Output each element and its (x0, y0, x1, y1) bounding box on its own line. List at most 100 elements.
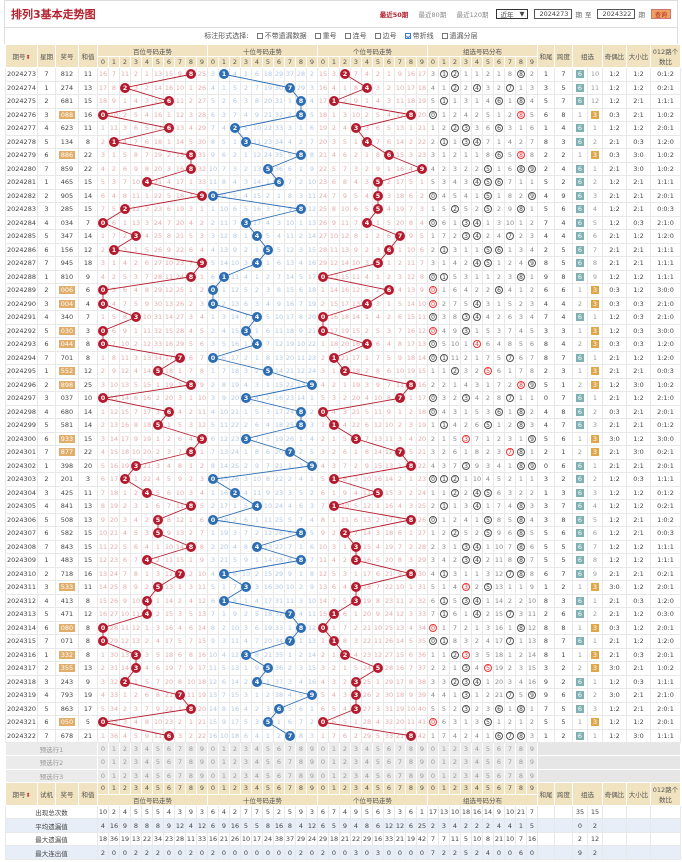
preselect-digit[interactable]: 9 (306, 768, 318, 783)
preselect-digit[interactable]: 3 (460, 741, 472, 757)
checkbox[interactable] (404, 33, 411, 39)
preselect-digit[interactable]: 9 (526, 755, 538, 770)
preselect-digit[interactable]: 5 (262, 755, 274, 770)
preselect-digit[interactable]: 5 (262, 741, 274, 757)
preselect-digit[interactable]: 6 (273, 741, 285, 757)
preselect-digit[interactable]: 5 (152, 768, 164, 783)
preselect-digit[interactable]: 9 (306, 741, 318, 757)
preselect-digit[interactable]: 8 (515, 741, 527, 757)
preselect-digit[interactable]: 3 (130, 741, 142, 757)
preselect-digit[interactable]: 2 (229, 741, 241, 757)
period-header[interactable]: 期号⬍ (5, 44, 38, 68)
preselect-digit[interactable]: 1 (438, 768, 450, 783)
preselect-digit[interactable]: 5 (482, 741, 494, 757)
preselect-digit[interactable]: 1 (328, 755, 340, 770)
preselect-digit[interactable]: 7 (174, 755, 186, 770)
preselect-digit[interactable]: 9 (416, 755, 428, 770)
preselect-digit[interactable]: 0 (207, 768, 219, 783)
preselect-digit[interactable]: 7 (394, 755, 406, 770)
preselect-digit[interactable]: 3 (130, 755, 142, 770)
preselect-digit[interactable]: 5 (152, 741, 164, 757)
preselect-digit[interactable]: 7 (504, 755, 516, 770)
preselect-digit[interactable]: 8 (185, 741, 197, 757)
preselect-digit[interactable]: 2 (229, 755, 241, 770)
preselect-digit[interactable]: 6 (163, 741, 175, 757)
preselect-digit[interactable]: 8 (405, 755, 417, 770)
preselect-digit[interactable]: 7 (174, 741, 186, 757)
preselect-digit[interactable]: 6 (383, 741, 395, 757)
preselect-digit[interactable]: 7 (284, 755, 296, 770)
preselect-digit[interactable]: 5 (262, 768, 274, 783)
preselect-digit[interactable]: 0 (317, 768, 329, 783)
preselect-digit[interactable]: 6 (273, 768, 285, 783)
preselect-digit[interactable]: 6 (383, 755, 395, 770)
preselect-digit[interactable]: 0 (97, 741, 109, 757)
from-period-input[interactable]: 2024273 (534, 9, 573, 19)
preselect-digit[interactable]: 7 (504, 741, 516, 757)
preselect-digit[interactable]: 3 (460, 768, 472, 783)
preselect-digit[interactable]: 6 (493, 768, 505, 783)
period-footer-header[interactable]: 期号⬍ (5, 781, 38, 806)
preselect-digit[interactable]: 2 (449, 741, 461, 757)
option-5[interactable]: 遗漏分层 (441, 31, 478, 41)
checkbox[interactable] (344, 33, 351, 39)
preselect-digit[interactable]: 4 (141, 741, 153, 757)
preselect-digit[interactable]: 0 (317, 755, 329, 770)
preselect-digit[interactable]: 4 (361, 755, 373, 770)
preselect-digit[interactable]: 1 (218, 768, 230, 783)
option-2[interactable]: 连号 (344, 31, 367, 41)
preselect-digit[interactable]: 2 (119, 741, 131, 757)
preselect-digit[interactable]: 2 (119, 768, 131, 783)
preselect-digit[interactable]: 0 (207, 755, 219, 770)
preselect-digit[interactable]: 0 (97, 768, 109, 783)
preselect-digit[interactable]: 2 (449, 768, 461, 783)
preselect-digit[interactable]: 4 (141, 755, 153, 770)
preselect-digit[interactable]: 9 (196, 768, 208, 783)
preselect-digit[interactable]: 9 (526, 768, 538, 783)
preselect-digit[interactable]: 7 (394, 768, 406, 783)
preselect-digit[interactable]: 2 (339, 755, 351, 770)
preselect-digit[interactable]: 5 (482, 755, 494, 770)
preselect-digit[interactable]: 1 (108, 768, 120, 783)
preselect-digit[interactable]: 0 (317, 741, 329, 757)
option-1[interactable]: 重号 (314, 31, 337, 41)
preselect-digit[interactable]: 2 (339, 768, 351, 783)
preselect-digit[interactable]: 8 (515, 768, 527, 783)
preselect-digit[interactable]: 4 (361, 741, 373, 757)
preselect-digit[interactable]: 2 (229, 768, 241, 783)
preselect-digit[interactable]: 6 (493, 755, 505, 770)
recent-120-link[interactable]: 最近120期 (456, 11, 489, 19)
preselect-digit[interactable]: 5 (152, 755, 164, 770)
preselect-digit[interactable]: 4 (141, 768, 153, 783)
range-select[interactable]: 近年 ▼ (496, 9, 529, 19)
preselect-digit[interactable]: 6 (163, 755, 175, 770)
preselect-digit[interactable]: 0 (207, 741, 219, 757)
preselect-digit[interactable]: 0 (427, 755, 439, 770)
preselect-digit[interactable]: 9 (196, 755, 208, 770)
preselect-digit[interactable]: 6 (383, 768, 395, 783)
query-button[interactable]: 查询 (650, 9, 671, 19)
preselect-digit[interactable]: 2 (119, 755, 131, 770)
preselect-digit[interactable]: 2 (449, 755, 461, 770)
preselect-digit[interactable]: 7 (504, 768, 516, 783)
preselect-digit[interactable]: 9 (196, 741, 208, 757)
preselect-digit[interactable]: 8 (405, 768, 417, 783)
preselect-digit[interactable]: 4 (361, 768, 373, 783)
preselect-digit[interactable]: 4 (471, 741, 483, 757)
preselect-digit[interactable]: 7 (174, 768, 186, 783)
preselect-digit[interactable]: 1 (108, 741, 120, 757)
preselect-digit[interactable]: 0 (97, 755, 109, 770)
preselect-digit[interactable]: 5 (372, 768, 384, 783)
preselect-digit[interactable]: 4 (251, 755, 263, 770)
preselect-digit[interactable]: 1 (438, 755, 450, 770)
preselect-digit[interactable]: 5 (372, 755, 384, 770)
option-4[interactable]: 带折线 (404, 31, 434, 41)
preselect-digit[interactable]: 3 (350, 741, 362, 757)
preselect-digit[interactable]: 9 (416, 741, 428, 757)
preselect-digit[interactable]: 4 (251, 741, 263, 757)
preselect-digit[interactable]: 8 (295, 768, 307, 783)
preselect-digit[interactable]: 1 (218, 741, 230, 757)
preselect-digit[interactable]: 3 (240, 755, 252, 770)
preselect-digit[interactable]: 9 (526, 741, 538, 757)
preselect-digit[interactable]: 6 (163, 768, 175, 783)
